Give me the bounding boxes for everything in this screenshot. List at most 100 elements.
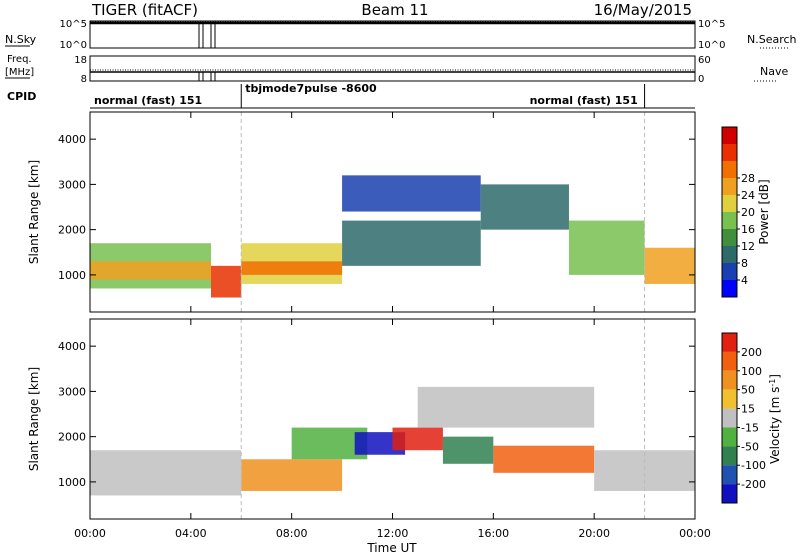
velocity-band bbox=[392, 427, 443, 451]
power-colorbar-swatch bbox=[722, 144, 737, 161]
y-tick-label: 3000 bbox=[58, 178, 86, 191]
velocity-colorbar-tick-label: -100 bbox=[741, 459, 766, 472]
nsearch-tick-low: 10^0 bbox=[698, 40, 725, 51]
x-tick-label: 20:00 bbox=[578, 527, 610, 540]
velocity-colorbar-swatch bbox=[722, 351, 737, 371]
velocity-colorbar-tick-label: 100 bbox=[741, 365, 762, 378]
header-title-center: Beam 11 bbox=[361, 1, 428, 19]
nave-label: Nave bbox=[760, 65, 788, 78]
velocity-colorbar-swatch bbox=[722, 389, 737, 409]
velocity-colorbar-swatch bbox=[722, 484, 737, 503]
nsky-tick-high: 10^5 bbox=[60, 19, 87, 30]
velocity-colorbar-tick-label: -15 bbox=[741, 421, 759, 434]
power-y-label: Slant Range [km] bbox=[27, 160, 41, 264]
nsky-label: N.Sky bbox=[5, 33, 37, 46]
freq-tick-high: 18 bbox=[74, 55, 87, 66]
velocity-colorbar-tick-label: 50 bbox=[741, 384, 755, 397]
y-tick-label: 1000 bbox=[58, 476, 86, 489]
velocity-colorbar-label: Velocity [m s-1] bbox=[768, 374, 783, 464]
time-axis-label: Time UT bbox=[366, 541, 417, 554]
y-tick-label: 4000 bbox=[58, 340, 86, 353]
velocity-panel: 1000 2000 3000 4000 Slant Range [km] bbox=[27, 318, 696, 520]
nave-tick-low: 0 bbox=[698, 74, 704, 85]
cpid-segment-label: normal (fast) 151 bbox=[94, 94, 202, 107]
velocity-colorbar-tick-label: -200 bbox=[741, 478, 766, 491]
power-colorbar-tick-label: 4 bbox=[741, 274, 748, 287]
power-panel: 1000 2000 3000 4000 Slant Range [km] bbox=[27, 111, 696, 313]
header-title-right: 16/May/2015 bbox=[594, 1, 692, 19]
power-band bbox=[644, 247, 695, 284]
power-colorbar-tick-label: 28 bbox=[741, 172, 755, 185]
velocity-band bbox=[594, 450, 695, 491]
velocity-band bbox=[417, 386, 595, 428]
power-band bbox=[241, 261, 343, 275]
x-tick-label: 08:00 bbox=[276, 527, 308, 540]
x-tick-label: 00:00 bbox=[74, 527, 106, 540]
power-band bbox=[342, 220, 481, 266]
power-data-layer bbox=[90, 112, 695, 312]
velocity-y-axis: 1000 2000 3000 4000 bbox=[58, 340, 695, 489]
velocity-band bbox=[493, 445, 595, 473]
velocity-colorbar-swatch bbox=[722, 446, 737, 466]
nsky-tick-low: 10^0 bbox=[60, 40, 87, 51]
velocity-colorbar-frame bbox=[721, 332, 738, 504]
nsky-strip: N.Sky 10^5 10^0 10^5 10^0 N.Search bbox=[5, 19, 797, 51]
x-tick-label: 12:00 bbox=[377, 527, 409, 540]
power-y-axis: 1000 2000 3000 4000 bbox=[58, 133, 695, 282]
power-colorbar-tick-label: 16 bbox=[741, 223, 755, 236]
power-colorbar: Power [dB] 4 8 12 16 20 24 28 bbox=[721, 126, 771, 298]
velocity-colorbar-swatch bbox=[722, 427, 737, 447]
velocity-colorbar: Velocity [m s-1] 200 100 50 15 -15 -50 -100 -20… bbox=[721, 332, 783, 504]
power-colorbar-tick-label: 20 bbox=[741, 206, 755, 219]
power-colorbar-swatch bbox=[722, 229, 737, 246]
velocity-colorbar-tick-label: -50 bbox=[741, 440, 759, 453]
freq-tick-low: 8 bbox=[81, 74, 87, 85]
x-tick-label: 04:00 bbox=[175, 527, 207, 540]
velocity-colorbar-swatch bbox=[722, 408, 737, 428]
header-title-left: TIGER (fitACF) bbox=[91, 1, 198, 19]
y-tick-label: 1000 bbox=[58, 269, 86, 282]
power-band bbox=[568, 220, 645, 275]
cpid-label: CPID bbox=[7, 90, 36, 103]
velocity-colorbar-tick-label: 15 bbox=[741, 403, 755, 416]
power-colorbar-swatch bbox=[722, 127, 737, 144]
cpid-segment-label: tbjmode7pulse -8600 bbox=[245, 82, 377, 95]
y-tick-label: 4000 bbox=[58, 133, 86, 146]
x-tick-label: 16:00 bbox=[477, 527, 509, 540]
x-tick-label: 00:00 bbox=[679, 527, 711, 540]
velocity-band bbox=[90, 450, 242, 496]
freq-label-line1: Freq. bbox=[7, 54, 32, 65]
power-band bbox=[342, 175, 481, 212]
nsearch-tick-high: 10^5 bbox=[698, 19, 725, 30]
freq-strip-frame bbox=[89, 55, 696, 82]
power-colorbar-swatch bbox=[722, 212, 737, 229]
freq-strip: Freq. [MHz] 18 8 60 0 Nave bbox=[5, 54, 788, 85]
power-colorbar-swatch bbox=[722, 246, 737, 263]
velocity-data-layer bbox=[90, 319, 695, 519]
velocity-colorbar-tick-label: 200 bbox=[741, 346, 762, 359]
velocity-label-end: ] bbox=[768, 374, 782, 379]
power-colorbar-swatch bbox=[722, 161, 737, 178]
power-colorbar-swatch bbox=[722, 178, 737, 195]
velocity-y-label: Slant Range [km] bbox=[27, 367, 41, 471]
nsky-strip-frame bbox=[89, 20, 696, 49]
time-axis: 00:00 04:00 08:00 12:00 16:00 20:00 00:00 bbox=[74, 112, 711, 540]
y-tick-label: 2000 bbox=[58, 224, 86, 237]
velocity-colorbar-swatch bbox=[722, 370, 737, 390]
cpid-strip: CPID normal (fast) 151 tbjmode7pulse -860… bbox=[7, 82, 695, 109]
cpid-segment-label: normal (fast) 151 bbox=[530, 94, 638, 107]
power-colorbar-tick-label: 8 bbox=[741, 257, 748, 270]
y-tick-label: 3000 bbox=[58, 385, 86, 398]
nave-tick-high: 60 bbox=[698, 55, 711, 66]
y-tick-label: 2000 bbox=[58, 431, 86, 444]
power-band bbox=[90, 261, 211, 280]
velocity-band bbox=[442, 436, 494, 464]
power-colorbar-tick-label: 24 bbox=[741, 189, 755, 202]
velocity-label-sup: -1 bbox=[768, 379, 777, 387]
power-colorbar-tick-label: 12 bbox=[741, 240, 755, 253]
power-colorbar-swatch bbox=[722, 195, 737, 212]
velocity-band bbox=[241, 459, 343, 491]
velocity-colorbar-swatch bbox=[722, 333, 737, 352]
power-colorbar-swatch bbox=[722, 263, 737, 280]
